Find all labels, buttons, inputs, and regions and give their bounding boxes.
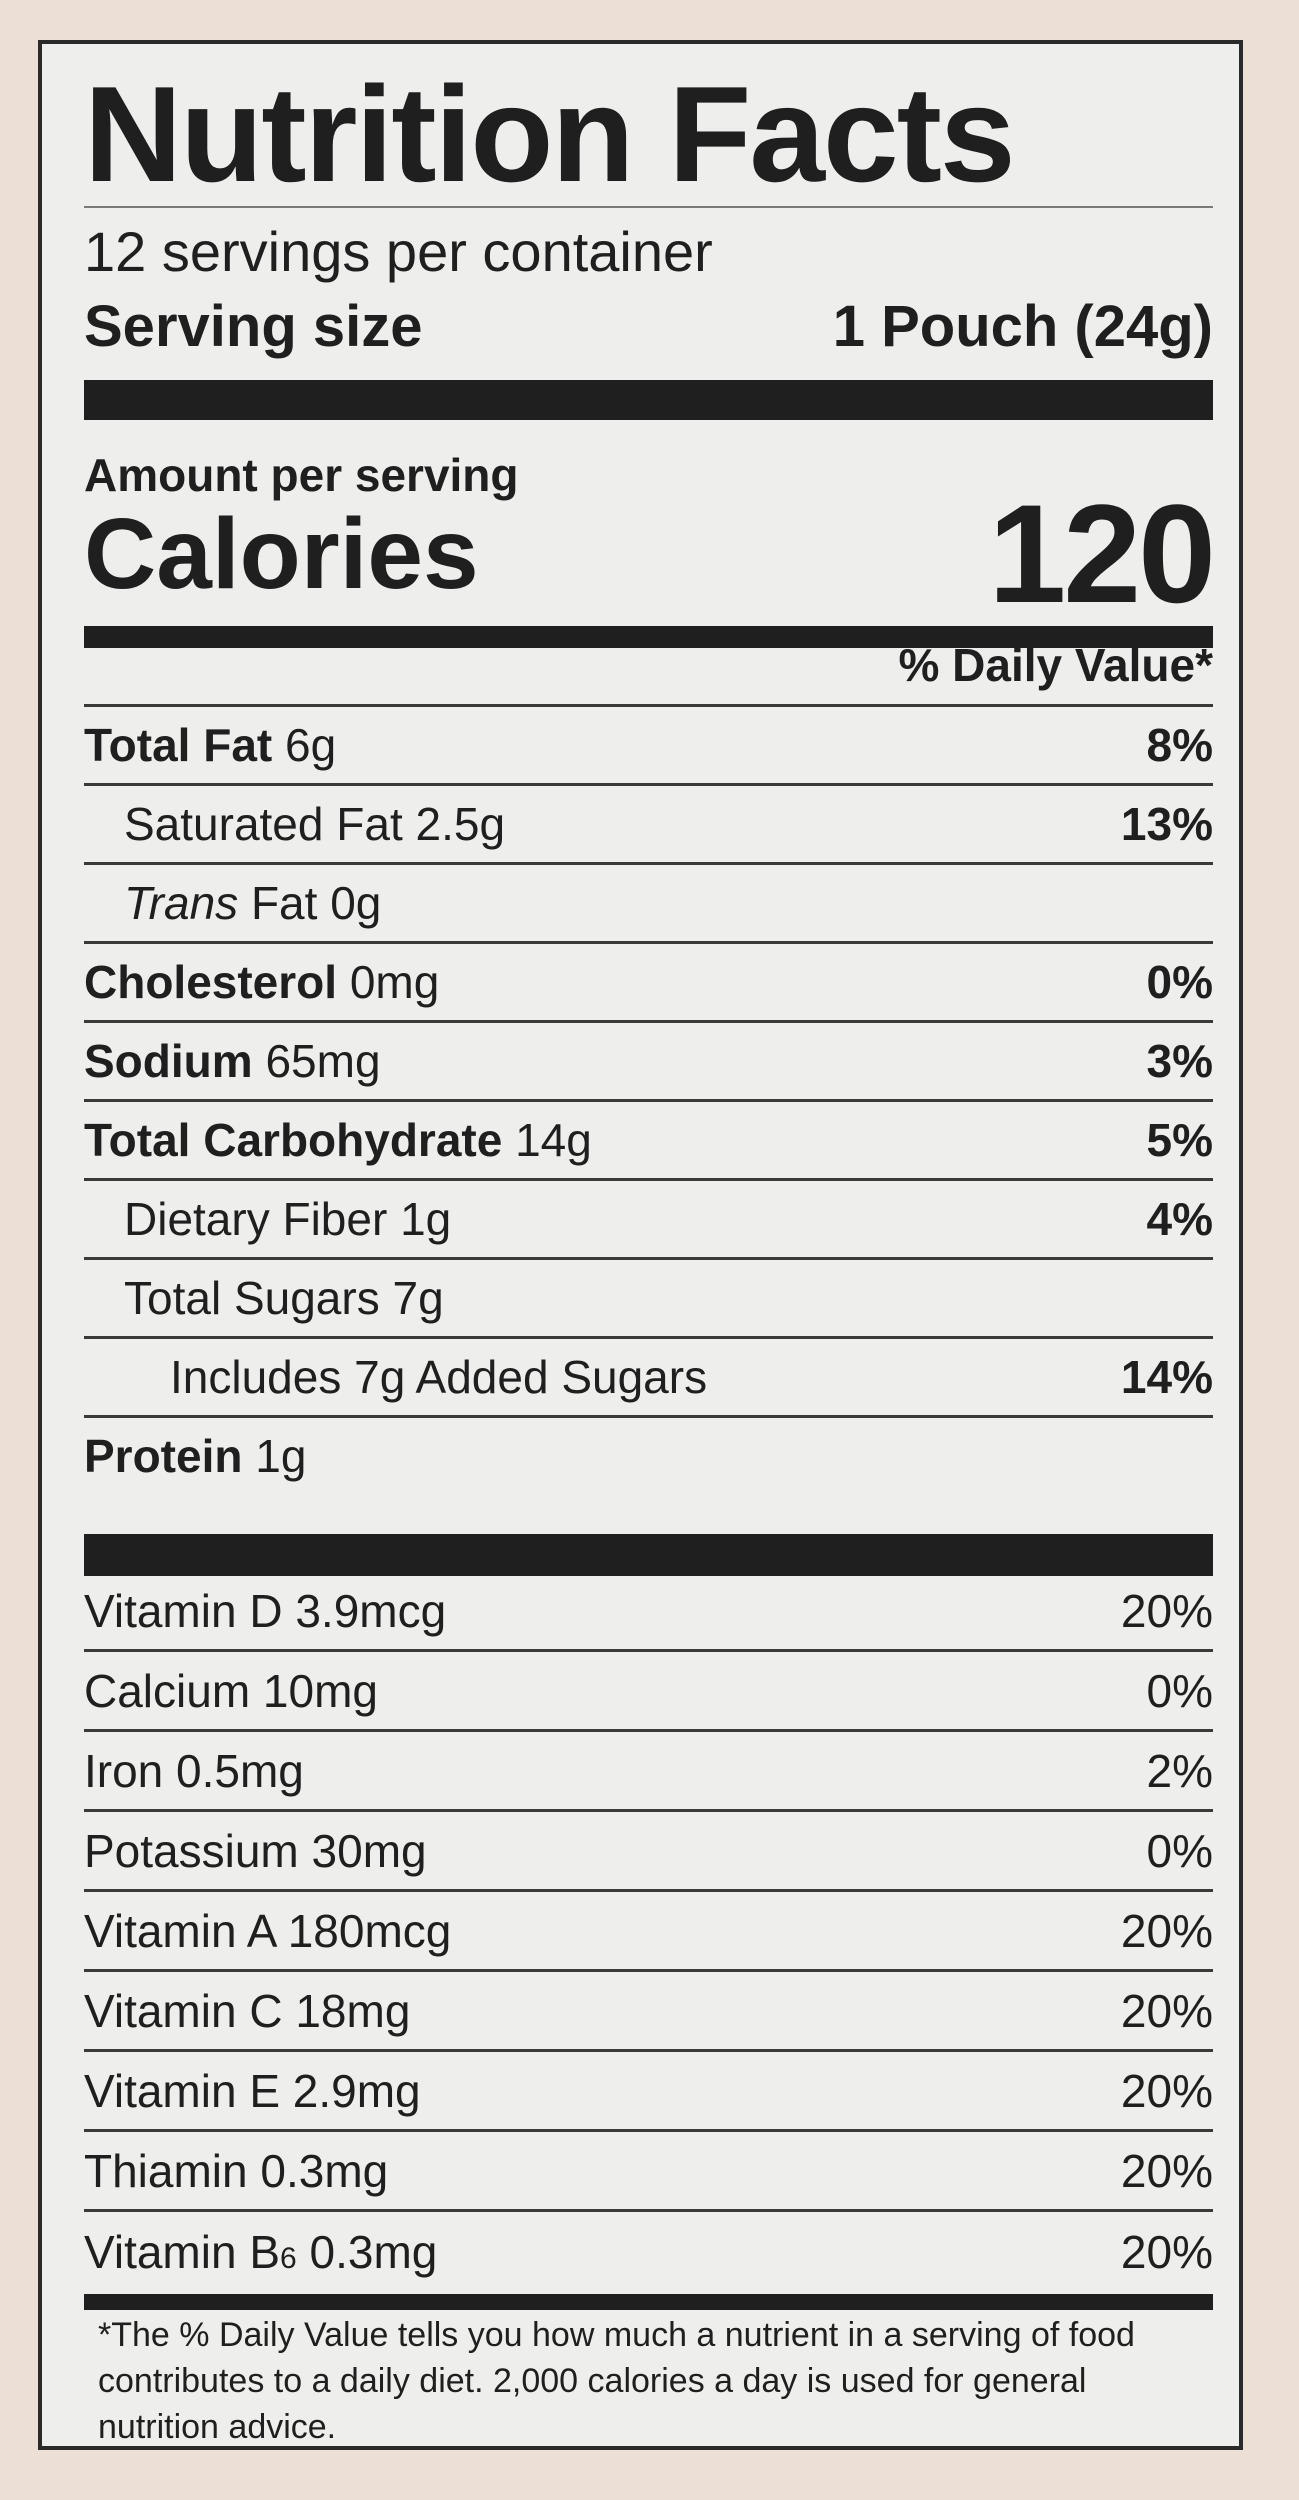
daily-value-footnote: *The % Daily Value tells you how much a … — [98, 2316, 1135, 2446]
nutrient-row-total-fat: Total Fat 6g 8% — [84, 704, 1213, 783]
serving-size-value: 1 Pouch (24g) — [832, 294, 1213, 359]
thick-divider-top — [84, 380, 1213, 420]
servings-per-container: 12 servings per container — [84, 220, 713, 283]
vitamin-name: Vitamin E 2.9mg — [84, 2064, 421, 2117]
vitamin-name: Vitamin B — [84, 2226, 281, 2278]
nutrient-amount: 1g — [400, 1193, 452, 1245]
nutrient-name: Saturated Fat — [124, 798, 403, 850]
vitamin-name: Potassium 30mg — [84, 1824, 427, 1877]
nutrient-amount: 1g — [255, 1430, 307, 1482]
vitamin-row: Vitamin E 2.9mg 20% — [84, 2052, 1213, 2132]
serving-size-row: Serving size 1 Pouch (24g) — [84, 298, 1213, 356]
nutrient-list: Total Fat 6g 8% Saturated Fat 2.5g 13% T… — [84, 704, 1213, 1494]
vitamin-name: Iron 0.5mg — [84, 1744, 304, 1797]
thick-divider-vitamins — [84, 1534, 1213, 1576]
nutrient-dv: 4% — [1146, 1193, 1213, 1245]
nutrient-name: Cholesterol — [84, 956, 338, 1008]
vitamin-row: Vitamin C 18mg 20% — [84, 1972, 1213, 2052]
vitamin-dv: 0% — [1146, 1824, 1213, 1877]
nutrient-row-added-sugars: Includes 7g Added Sugars 14% — [84, 1336, 1213, 1415]
nutrient-name: Total Fat — [84, 719, 273, 771]
nutrition-facts-panel: Nutrition Facts 12 servings per containe… — [38, 40, 1243, 2450]
nutrient-dv: 3% — [1146, 1035, 1213, 1087]
nutrient-amount: 65mg — [265, 1035, 381, 1087]
vitamin-name: Vitamin A 180mcg — [84, 1904, 452, 1957]
nutrient-row-protein: Protein 1g — [84, 1415, 1213, 1494]
nutrient-row-saturated-fat: Saturated Fat 2.5g 13% — [84, 783, 1213, 862]
nutrient-name: Sodium — [84, 1035, 253, 1087]
vitamin-dv: 20% — [1120, 2064, 1213, 2117]
vitamin-dv: 20% — [1120, 2226, 1213, 2278]
nutrient-row-dietary-fiber: Dietary Fiber 1g 4% — [84, 1178, 1213, 1257]
nutrient-amount: 2.5g — [415, 798, 506, 850]
nutrient-amount: 14g — [515, 1114, 592, 1166]
nutrient-amount: 0g — [330, 877, 382, 929]
daily-value-header: % Daily Value* — [898, 639, 1214, 691]
nutrient-name-rest: Fat — [250, 877, 318, 929]
vitamin-dv: 20% — [1120, 1584, 1213, 1637]
vitamin-row: Vitamin B6 0.3mg 20% — [84, 2212, 1213, 2292]
nutrient-row-cholesterol: Cholesterol 0mg 0% — [84, 941, 1213, 1020]
nutrient-name: Includes 7g Added Sugars — [170, 1351, 708, 1403]
vitamin-name: Vitamin C 18mg — [84, 1984, 411, 2037]
nutrient-dv: 14% — [1120, 1351, 1213, 1403]
nutrient-name: Total Carbohydrate — [84, 1114, 503, 1166]
vitamin-row: Thiamin 0.3mg 20% — [84, 2132, 1213, 2212]
amount-per-serving: Amount per serving — [84, 449, 519, 501]
nutrient-name: Protein — [84, 1430, 243, 1482]
vitamin-list: Vitamin D 3.9mcg 20% Calcium 10mg 0% Iro… — [84, 1572, 1213, 2292]
nutrient-row-total-sugars: Total Sugars 7g — [84, 1257, 1213, 1336]
label-title: Nutrition Facts — [84, 58, 1016, 210]
nutrition-facts-content: Nutrition Facts 12 servings per containe… — [84, 44, 1216, 2446]
vitamin-row: Vitamin D 3.9mcg 20% — [84, 1572, 1213, 1652]
vitamin-row: Iron 0.5mg 2% — [84, 1732, 1213, 1812]
vitamin-dv: 0% — [1146, 1664, 1213, 1717]
calories-value: 120 — [988, 475, 1216, 632]
nutrient-amount: 7g — [392, 1272, 444, 1324]
calories-divider — [84, 626, 1213, 648]
vitamin-dv: 20% — [1120, 1984, 1213, 2037]
nutrient-amount: 6g — [285, 719, 337, 771]
nutrient-name: Total Sugars — [124, 1272, 380, 1324]
nutrient-row-total-carbohydrate: Total Carbohydrate 14g 5% — [84, 1099, 1213, 1178]
vitamin-name: Vitamin D 3.9mcg — [84, 1584, 447, 1637]
thick-divider-footnote — [84, 2294, 1213, 2310]
nutrient-row-sodium: Sodium 65mg 3% — [84, 1020, 1213, 1099]
nutrient-dv: 8% — [1146, 719, 1213, 771]
nutrient-dv: 13% — [1120, 798, 1213, 850]
vitamin-row: Potassium 30mg 0% — [84, 1812, 1213, 1892]
vitamin-name: Thiamin 0.3mg — [84, 2144, 389, 2197]
nutrient-dv: 5% — [1146, 1114, 1213, 1166]
vitamin-row: Vitamin A 180mcg 20% — [84, 1892, 1213, 1972]
vitamin-dv: 20% — [1120, 1904, 1213, 1957]
nutrient-dv: 0% — [1146, 956, 1213, 1008]
nutrient-amount: 0mg — [349, 956, 440, 1008]
calories-label: Calories — [84, 498, 479, 610]
nutrient-name: Dietary Fiber — [124, 1193, 388, 1245]
vitamin-dv: 2% — [1146, 1744, 1213, 1797]
vitamin-name: Calcium 10mg — [84, 1664, 378, 1717]
serving-size-label: Serving size — [84, 294, 423, 359]
title-divider — [84, 206, 1213, 208]
vitamin-dv: 20% — [1120, 2144, 1213, 2197]
vitamin-name-subscript: 6 — [280, 2242, 297, 2275]
vitamin-row: Calcium 10mg 0% — [84, 1652, 1213, 1732]
nutrient-name: Trans — [124, 877, 239, 929]
nutrient-row-trans-fat: Trans Fat 0g — [84, 862, 1213, 941]
vitamin-amount: 0.3mg — [309, 2226, 438, 2278]
